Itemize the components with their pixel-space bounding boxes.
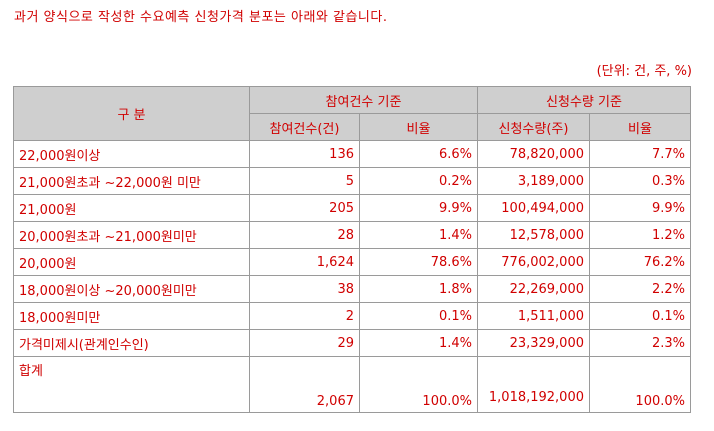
row-qty: 100,494,000 — [477, 194, 590, 222]
row-label: 20,000원 — [13, 248, 250, 276]
row-qty: 22,269,000 — [477, 275, 590, 303]
row-label: 가격미제시(관계인수인) — [13, 329, 250, 357]
total-label: 합계 — [13, 356, 250, 413]
row-count: 2 — [249, 302, 360, 330]
table-row: 21,000원초과 ~22,000원 미만 5 0.2% 3,189,000 0… — [13, 167, 691, 195]
header-row-1: 구 분 참여건수 기준 신청수량 기준 — [13, 86, 691, 141]
total-count-ratio: 100.0% — [359, 356, 478, 413]
table-row: 18,000원미만 2 0.1% 1,511,000 0.1% — [13, 302, 691, 330]
total-count: 2,067 — [249, 356, 360, 413]
row-count: 28 — [249, 221, 360, 249]
table-row: 21,000원 205 9.9% 100,494,000 9.9% — [13, 194, 691, 222]
row-qty: 776,002,000 — [477, 248, 590, 276]
row-qty-ratio: 2.2% — [589, 275, 691, 303]
header-qty: 신청수량(주) — [477, 113, 590, 141]
header-group-count: 참여건수 기준 — [249, 86, 478, 114]
row-count-ratio: 1.4% — [359, 221, 478, 249]
table-row: 18,000원이상 ~20,000원미만 38 1.8% 22,269,000 … — [13, 275, 691, 303]
row-label: 22,000원이상 — [13, 140, 250, 168]
row-qty: 12,578,000 — [477, 221, 590, 249]
row-label: 18,000원미만 — [13, 302, 250, 330]
total-row: 합계 2,067 100.0% 1,018,192,000 100.0% — [13, 356, 691, 413]
row-qty-ratio: 76.2% — [589, 248, 691, 276]
header-group-qty: 신청수량 기준 — [477, 86, 691, 114]
row-count-ratio: 6.6% — [359, 140, 478, 168]
row-qty-ratio: 0.3% — [589, 167, 691, 195]
row-count-ratio: 9.9% — [359, 194, 478, 222]
row-count: 205 — [249, 194, 360, 222]
table-row: 20,000원 1,624 78.6% 776,002,000 76.2% — [13, 248, 691, 276]
row-label: 20,000원초과 ~21,000원미만 — [13, 221, 250, 249]
row-count: 38 — [249, 275, 360, 303]
row-label: 18,000원이상 ~20,000원미만 — [13, 275, 250, 303]
row-label: 21,000원 — [13, 194, 250, 222]
header-qty-ratio: 비율 — [589, 113, 691, 141]
unit-note: (단위: 건, 주, %) — [596, 64, 692, 79]
row-label: 21,000원초과 ~22,000원 미만 — [13, 167, 250, 195]
row-qty: 23,329,000 — [477, 329, 590, 357]
row-count: 1,624 — [249, 248, 360, 276]
total-qty-ratio: 100.0% — [589, 356, 691, 413]
row-qty: 78,820,000 — [477, 140, 590, 168]
table-row: 22,000원이상 136 6.6% 78,820,000 7.7% — [13, 140, 691, 168]
intro-text: 과거 양식으로 작성한 수요예측 신청가격 분포는 아래와 같습니다. — [14, 10, 388, 25]
header-count-ratio: 비율 — [359, 113, 478, 141]
row-qty-ratio: 1.2% — [589, 221, 691, 249]
header-row-2: 참여건수(건) 비율 신청수량(주) 비율 — [14, 113, 691, 141]
header-category: 구 분 — [13, 86, 250, 141]
row-count: 136 — [249, 140, 360, 168]
row-qty-ratio: 0.1% — [589, 302, 691, 330]
row-count-ratio: 0.2% — [359, 167, 478, 195]
total-qty: 1,018,192,000 — [477, 356, 590, 413]
row-count-ratio: 78.6% — [359, 248, 478, 276]
row-count-ratio: 1.8% — [359, 275, 478, 303]
table-row: 가격미제시(관계인수인) 29 1.4% 23,329,000 2.3% — [13, 329, 691, 357]
table-row: 20,000원초과 ~21,000원미만 28 1.4% 12,578,000 … — [13, 221, 691, 249]
row-qty-ratio: 9.9% — [589, 194, 691, 222]
row-count-ratio: 1.4% — [359, 329, 478, 357]
row-qty: 1,511,000 — [477, 302, 590, 330]
row-count-ratio: 0.1% — [359, 302, 478, 330]
row-qty-ratio: 7.7% — [589, 140, 691, 168]
row-qty-ratio: 2.3% — [589, 329, 691, 357]
row-qty: 3,189,000 — [477, 167, 590, 195]
demand-forecast-table: 구 분 참여건수 기준 신청수량 기준 참여건수(건) 비율 신청수량(주) 비… — [13, 86, 691, 413]
row-count: 29 — [249, 329, 360, 357]
row-count: 5 — [249, 167, 360, 195]
header-count: 참여건수(건) — [249, 113, 360, 141]
